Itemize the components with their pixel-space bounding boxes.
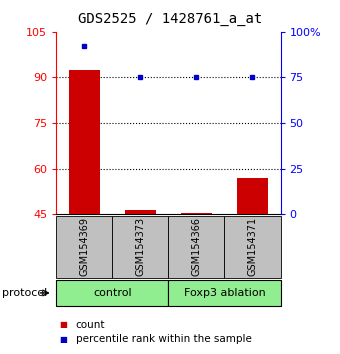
Text: GDS2525 / 1428761_a_at: GDS2525 / 1428761_a_at [78,12,262,27]
Text: ■: ■ [59,320,67,330]
Text: protocol: protocol [2,288,47,298]
Text: GSM154371: GSM154371 [248,217,257,276]
Bar [181,213,212,214]
Bar [69,70,100,214]
Text: ■: ■ [59,335,67,344]
Text: percentile rank within the sample: percentile rank within the sample [76,334,252,344]
Text: GSM154369: GSM154369 [79,217,89,276]
Bar [237,178,268,214]
Text: GSM154373: GSM154373 [135,217,145,276]
Text: GSM154366: GSM154366 [191,217,201,276]
Bar [125,210,156,214]
Text: control: control [93,288,132,298]
Text: Foxp3 ablation: Foxp3 ablation [184,288,265,298]
Text: count: count [76,320,105,330]
